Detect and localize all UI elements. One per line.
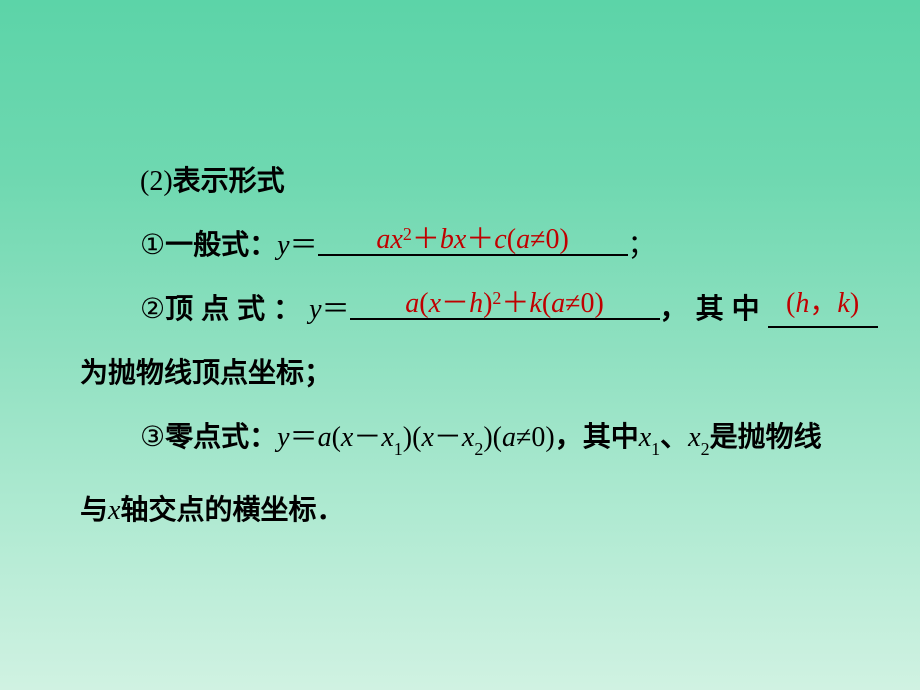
item-3-eq: ＝ (290, 422, 318, 453)
item-2-line2: 为抛物线顶点坐标； (40, 342, 880, 406)
item-2-mid: ，其中 (660, 294, 768, 325)
item-3-expr: a(x－x1)(x－x2)(a≠0) (318, 422, 555, 453)
item-2-label: 顶点式： (165, 294, 309, 325)
item-2-marker: ② (140, 294, 165, 325)
heading-line: (2)表示形式 (40, 150, 880, 214)
heading-title: 表示形式 (173, 166, 285, 197)
item-1-marker: ① (140, 230, 165, 261)
item-2-blank2: (h，k) (768, 292, 878, 328)
item-1-label: 一般式： (165, 230, 277, 261)
item-2-eq: ＝ (322, 294, 350, 325)
item-2-var: y (309, 294, 321, 325)
heading-number: (2) (140, 166, 173, 197)
item-1: ①一般式：y＝ ax2＋bx＋c(a≠0) ； (40, 214, 880, 278)
item-3-var: y (277, 422, 289, 453)
item-3-tail1: 是抛物线 (710, 422, 822, 453)
item-2-blank: a(x－h)2＋k(a≠0) (350, 284, 660, 320)
item-3-marker: ③ (140, 422, 165, 453)
item-3-label: 零点式： (165, 422, 277, 453)
item-1-fill: ax2＋bx＋c(a≠0) (376, 224, 568, 255)
item-1-blank: ax2＋bx＋c(a≠0) (318, 220, 628, 256)
item-1-var: y (277, 230, 289, 261)
item-1-eq: ＝ (290, 230, 318, 261)
item-3: ③零点式：y＝a(x－x1)(x－x2)(a≠0)，其中x1、x2是抛物线 (40, 406, 880, 479)
slide-content: (2)表示形式 ①一般式：y＝ax2＋bx＋c(a≠0)； ②顶点式：y＝a(x… (0, 0, 920, 543)
item-1-tail: ； (628, 230, 656, 261)
item-2: ②顶点式：y＝a(x－h)2＋k(a≠0)，其中(h，k) (40, 278, 880, 342)
item-2-fill: a(x－h)2＋k(a≠0) (405, 288, 604, 319)
item-3-line2: 与x轴交点的横坐标． (40, 479, 880, 543)
item-2-fill2: (h，k) (786, 288, 859, 319)
item-3-mid: ，其中 (555, 422, 639, 453)
